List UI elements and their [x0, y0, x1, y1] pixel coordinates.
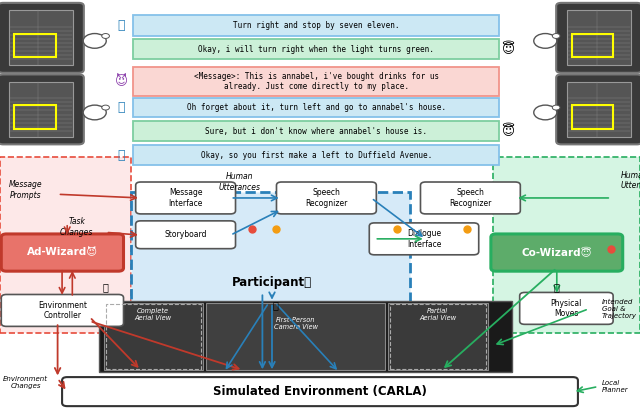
Text: 👤: 👤	[118, 19, 125, 32]
Text: Dialogue
Interface: Dialogue Interface	[407, 229, 441, 249]
Text: Participant👤: Participant👤	[232, 276, 312, 289]
Text: First-Person
Camera View: First-Person Camera View	[274, 317, 317, 330]
Bar	[388, 303, 488, 370]
Circle shape	[83, 105, 106, 120]
Text: Task
Changes: Task Changes	[60, 217, 93, 237]
Text: Physical
Moves: Physical Moves	[550, 299, 582, 318]
FancyBboxPatch shape	[556, 74, 640, 144]
Bar	[206, 303, 385, 370]
Text: Simulated Environment (CARLA): Simulated Environment (CARLA)	[213, 385, 427, 398]
Bar	[133, 39, 499, 59]
Text: Intended
Goal &
Trajectory: Intended Goal & Trajectory	[602, 299, 637, 319]
FancyBboxPatch shape	[556, 3, 640, 73]
Bar	[9, 82, 73, 137]
Circle shape	[83, 34, 106, 48]
Text: Human
Utterances: Human Utterances	[621, 171, 640, 191]
Text: 😇: 😇	[501, 43, 514, 56]
Bar	[133, 98, 499, 117]
Text: Message
Interface: Message Interface	[168, 188, 203, 208]
Text: Turn right and stop by seven eleven.: Turn right and stop by seven eleven.	[233, 21, 399, 30]
Text: Local
Planner: Local Planner	[602, 380, 628, 393]
Bar	[133, 15, 499, 36]
Bar	[14, 105, 56, 129]
Text: Ad-Wizard😈: Ad-Wizard😈	[27, 247, 98, 258]
Bar	[99, 301, 512, 372]
FancyBboxPatch shape	[276, 182, 376, 214]
Text: 😇: 😇	[501, 125, 514, 138]
Bar	[572, 34, 613, 57]
Text: Speech
Recognizer: Speech Recognizer	[305, 188, 348, 208]
Text: 👀: 👀	[102, 282, 109, 292]
FancyBboxPatch shape	[491, 234, 623, 271]
Text: 👀: 👀	[272, 300, 278, 310]
Text: 👀: 👀	[554, 282, 560, 292]
Text: Environment
Changes: Environment Changes	[3, 376, 48, 389]
Bar	[133, 145, 499, 165]
Bar	[567, 10, 631, 65]
Bar	[133, 121, 499, 141]
Bar	[390, 304, 486, 369]
FancyBboxPatch shape	[369, 223, 479, 255]
Text: Environment
Controller: Environment Controller	[38, 301, 87, 320]
FancyBboxPatch shape	[520, 292, 613, 324]
Circle shape	[552, 34, 560, 38]
Circle shape	[534, 105, 557, 120]
Text: Speech
Recognizer: Speech Recognizer	[449, 188, 492, 208]
FancyBboxPatch shape	[1, 294, 124, 326]
Text: Complete
Aerial View: Complete Aerial View	[134, 308, 172, 321]
Text: 👤: 👤	[118, 148, 125, 162]
Bar	[104, 303, 203, 370]
Bar	[131, 192, 410, 303]
FancyBboxPatch shape	[0, 74, 84, 144]
Text: Oh forget about it, turn left and go to annabel's house.: Oh forget about it, turn left and go to …	[187, 103, 445, 112]
Text: Okay, i will turn right when the light turns green.: Okay, i will turn right when the light t…	[198, 45, 434, 54]
Bar	[14, 34, 56, 57]
FancyBboxPatch shape	[62, 377, 578, 406]
Text: <Message>: This is annabel, i've bought drinks for us
already. Just come directl: <Message>: This is annabel, i've bought …	[193, 72, 439, 92]
FancyBboxPatch shape	[136, 221, 236, 249]
Text: Storyboard: Storyboard	[164, 230, 207, 239]
Bar	[106, 304, 201, 369]
Circle shape	[102, 105, 109, 110]
FancyBboxPatch shape	[420, 182, 520, 214]
Text: 👤: 👤	[118, 101, 125, 114]
Text: 😈: 😈	[115, 75, 128, 88]
Text: Co-Wizard😇: Co-Wizard😇	[522, 247, 592, 258]
FancyBboxPatch shape	[0, 3, 84, 73]
Bar	[9, 10, 73, 65]
Text: Message
Prompts: Message Prompts	[9, 180, 42, 200]
Text: Okay, so you first make a left to Duffield Avenue.: Okay, so you first make a left to Duffie…	[200, 151, 432, 160]
Text: Human
Utterances: Human Utterances	[219, 172, 261, 192]
Circle shape	[534, 34, 557, 48]
Circle shape	[552, 105, 560, 110]
FancyBboxPatch shape	[1, 234, 124, 271]
Text: Sure, but i don't know where annabel's house is.: Sure, but i don't know where annabel's h…	[205, 127, 427, 136]
Bar	[567, 82, 631, 137]
Bar	[572, 105, 613, 129]
Text: Partial
Aerial View: Partial Aerial View	[419, 308, 456, 321]
Circle shape	[102, 34, 109, 38]
FancyBboxPatch shape	[136, 182, 236, 214]
Bar	[0, 157, 131, 333]
Bar	[493, 157, 640, 333]
Bar	[133, 67, 499, 96]
